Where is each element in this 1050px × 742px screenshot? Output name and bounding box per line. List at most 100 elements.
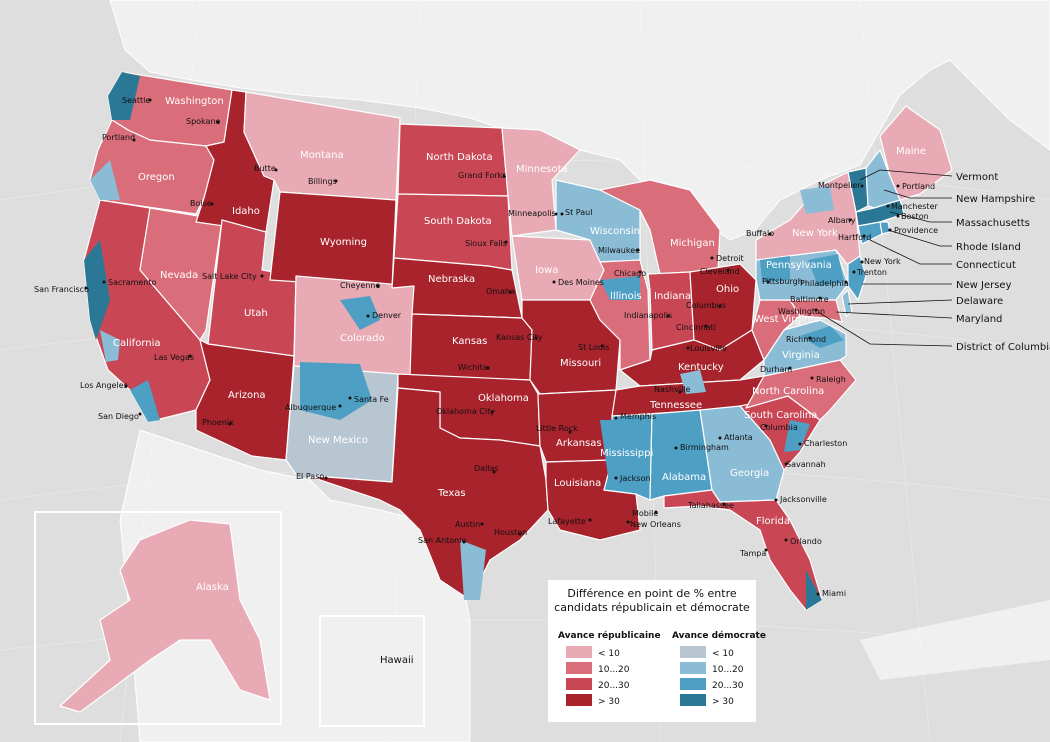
label-south-dakota: South Dakota [424,216,492,227]
legend-title-line1: Différence en point de % entre [567,587,737,600]
label-pennsylvania: Pennsylvania [766,260,832,271]
city-indianapolis: Indianapolis [624,311,672,320]
svg-text:San Diego: San Diego [98,412,139,421]
legend-swatch-rep-0 [566,646,592,658]
city-columbia: Columbia [760,423,798,432]
city-manchester: Manchester [886,202,938,211]
city-oklahoma-city: Oklahoma City [436,407,495,416]
label-kansas: Kansas [452,336,487,347]
label-north-carolina: North Carolina [752,386,824,397]
city-boston: Boston [896,212,929,221]
svg-text:Salt Lake City: Salt Lake City [202,272,257,281]
label-michigan: Michigan [670,238,715,249]
label-new-hampshire: New Hampshire [956,194,1035,205]
state-south-dakota[interactable] [393,193,513,271]
svg-text:Manchester: Manchester [891,202,938,211]
city-new-orleans: New Orleans [626,520,681,529]
legend-item-dem-1: 10...20 [712,665,744,675]
label-illinois: Illinois [610,291,642,302]
svg-text:Trenton: Trenton [856,268,887,277]
city-salt-lake-city: Salt Lake City [202,272,264,281]
label-idaho: Idaho [232,206,260,217]
city-tallahassee: Tallahassee [687,501,734,510]
svg-text:Sioux Falls: Sioux Falls [465,239,507,248]
label-florida: Florida [756,516,790,527]
legend-swatch-dem-0 [680,646,706,658]
city-kansas-city: Kansas City [496,333,543,342]
city-louisville: Louisville [686,344,727,353]
legend-item-dem-3: > 30 [712,697,734,707]
svg-text:Oklahoma City: Oklahoma City [436,407,495,416]
city-seattle: Seattle [122,96,152,105]
svg-text:Providence: Providence [894,226,938,235]
label-iowa: Iowa [535,265,558,276]
city-dallas: Dallas [474,464,499,474]
city-albany: Albany [828,216,856,225]
city-san-diego: San Diego [98,412,142,421]
label-hawaii: Hawaii [380,655,414,666]
legend-item-rep-2: 20...30 [598,681,630,691]
alaska-inset-frame [34,511,282,725]
svg-text:Des Moines: Des Moines [558,278,604,287]
state-minnesota[interactable] [501,127,581,237]
city-san-francisco: San Francisco [34,285,89,294]
state-kentucky[interactable] [619,329,765,387]
svg-text:Lafayette: Lafayette [548,517,586,526]
svg-text:Spokane: Spokane [186,117,221,126]
state-colorado[interactable] [293,275,415,377]
label-texas: Texas [437,488,466,499]
svg-text:Boise: Boise [190,199,212,208]
city-providence: Providence [888,226,938,235]
city-sacramento: Sacramento [102,278,156,287]
label-washington: Washington [165,96,224,107]
label-south-carolina: South Carolina [744,410,817,421]
legend-title-line2: candidats républicain et démocrate [554,601,750,614]
city-little-rock: Little Rock [536,424,578,434]
city-wichita: Wichita [458,363,490,372]
label-connecticut: Connecticut [956,260,1016,271]
city-boise: Boise [190,199,214,208]
state-delaware[interactable] [841,289,853,317]
label-district-of-columbia: District of Columbia [956,342,1050,353]
label-new-jersey: New Jersey [956,280,1012,291]
state-alaska[interactable] [59,519,271,713]
svg-text:Minneapolis: Minneapolis [508,209,556,218]
state-labels: Washington Oregon California Nevada Idah… [113,96,926,593]
city-miami: Miami [816,589,846,598]
city-cleveland: Cleveland [700,267,740,276]
label-maryland: Maryland [956,314,1002,325]
label-rhode-island: Rhode Island [956,242,1021,253]
city-philadelphia: Philadelphia [800,279,849,288]
city-new-york: New York [860,257,901,266]
svg-text:Jacksonville: Jacksonville [779,495,827,504]
legend-dem-header: Avance démocrate [672,630,766,641]
city-montpelier: Montpelier [818,181,864,190]
label-arizona: Arizona [228,390,266,401]
county-overlays [84,72,844,610]
city-butte: Butte [254,164,278,173]
city-chicago: Chicago [614,269,646,278]
city-lafayette: Lafayette [548,517,592,526]
label-oregon: Oregon [138,172,175,183]
svg-text:Omaha: Omaha [486,287,515,296]
svg-text:Durham: Durham [760,365,792,374]
city-milwaukee: Milwaukee [598,246,640,255]
svg-text:Columbia: Columbia [760,423,798,432]
state-connecticut[interactable] [857,221,883,245]
legend-item-dem-2: 20...30 [712,681,744,691]
legend-item-dem-0: < 10 [712,649,734,659]
svg-text:Savannah: Savannah [786,460,826,469]
northeast-labels: Vermont New Hampshire Massachusetts Rhod… [956,172,1050,353]
svg-text:San Francisco: San Francisco [34,285,89,294]
label-utah: Utah [244,308,268,319]
svg-text:Birmingham: Birmingham [680,443,729,452]
svg-text:Jackson: Jackson [619,474,650,483]
city-austin: Austin [455,520,484,529]
legend: Différence en point de % entre candidats… [548,580,766,722]
svg-text:Raleigh: Raleigh [816,375,846,384]
city-phoenix: Phoenix [202,418,234,427]
label-wisconsin: Wisconsin [590,226,640,237]
svg-text:Orlando: Orlando [790,537,822,546]
label-indiana: Indiana [654,291,691,302]
state-new-jersey[interactable] [847,255,867,301]
